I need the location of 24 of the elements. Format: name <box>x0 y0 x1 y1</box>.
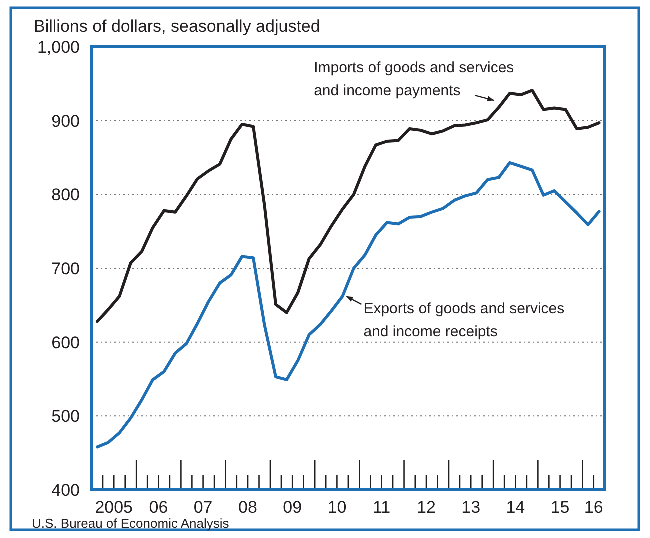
x-tick-label: 14 <box>506 498 526 517</box>
x-tick-label: 2005 <box>95 498 134 517</box>
y-tick-label: 1,000 <box>37 38 80 57</box>
x-tick-label: 06 <box>149 498 168 517</box>
x-tick-label: 13 <box>462 498 481 517</box>
y-tick-label: 900 <box>52 112 80 131</box>
x-tick-label: 08 <box>238 498 258 517</box>
x-tick-label: 07 <box>194 498 213 517</box>
line-series <box>96 161 601 449</box>
annotation: Exports of goods and services and income receipts <box>364 300 565 341</box>
text: U.S. Bureau of Economic Analysis <box>32 516 230 531</box>
y-axis-title: Billions of dollars, seasonally adjusted <box>34 17 320 36</box>
x-tick-label: 10 <box>328 498 347 517</box>
y-tick-label: 700 <box>52 260 80 278</box>
x-tick-label: 11 <box>372 498 391 517</box>
y-tick-label: 500 <box>52 407 80 426</box>
x-tick-label: 16 <box>584 498 604 517</box>
annotation: Imports of goods and services and income payments <box>314 60 514 100</box>
y-tick-label: 800 <box>52 186 80 205</box>
x-tick-label: 15 <box>550 498 570 517</box>
y-tick-label: 600 <box>52 333 80 352</box>
x-tick-label: 12 <box>417 498 436 517</box>
x-tick-label: 09 <box>283 498 302 517</box>
y-tick-label: 400 <box>52 481 80 500</box>
